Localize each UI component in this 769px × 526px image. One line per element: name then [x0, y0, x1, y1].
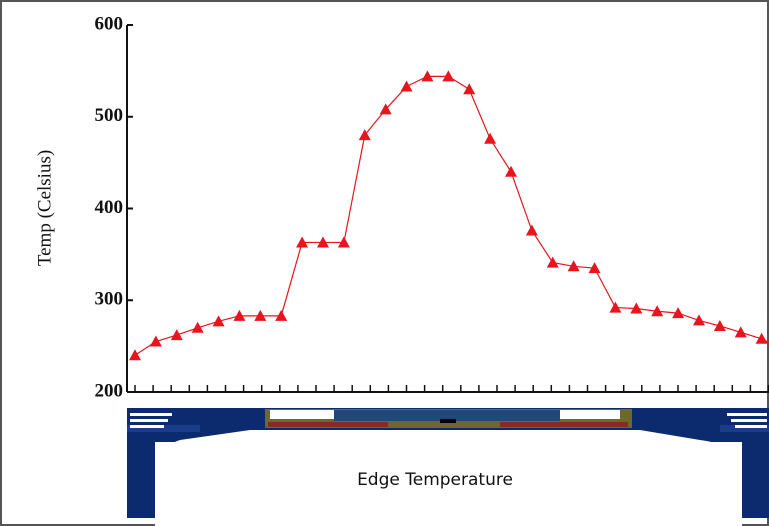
y-tick-label: 400	[95, 197, 124, 218]
annotation: Edge Temperature	[357, 470, 513, 490]
y-tick-label: 500	[95, 105, 124, 126]
y-tick-label: 200	[95, 380, 124, 401]
cross-section	[127, 408, 769, 526]
y-axis-label: Temp (Celsius)	[34, 150, 55, 266]
y-tick-label: 300	[95, 289, 124, 310]
chart: Edge Temperature Temp (Celsius) 200 300 40…	[0, 0, 769, 526]
y-tick-label: 600	[95, 13, 124, 34]
